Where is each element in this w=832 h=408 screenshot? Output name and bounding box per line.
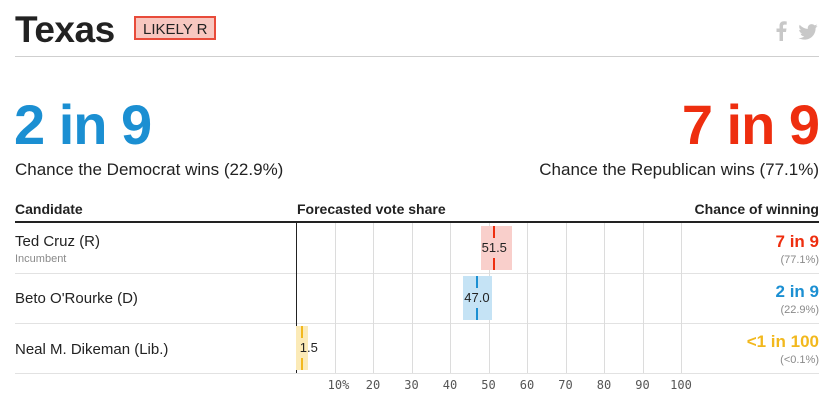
x-tick-label: 10% (327, 378, 350, 392)
row-divider (15, 323, 819, 324)
chart-baseline (296, 223, 297, 373)
chance-of-winning: 2 in 9 (775, 282, 819, 301)
chance-percent: (77.1%) (780, 254, 819, 266)
x-tick-label: 100 (670, 378, 692, 392)
x-tick-label: 30 (404, 378, 419, 392)
vote-share-label: 51.5 (481, 240, 507, 255)
gridline (334, 223, 336, 373)
gridline (565, 223, 567, 373)
republican-odds-caption: Chance the Republican wins (77.1%) (539, 160, 819, 179)
table-header-divider (15, 221, 819, 223)
vote-share-range (480, 226, 512, 270)
vote-share-chart: 10% 20 30 40 50 60 70 80 90 100 51.5 47.0 1.5 (296, 223, 702, 392)
gridline (450, 223, 451, 373)
democrat-odds-caption: Chance the Democrat wins (22.9%) (15, 160, 284, 179)
vote-share-label: 47.0 (464, 290, 490, 305)
page-title: Texas (15, 9, 115, 50)
facebook-icon[interactable] (774, 21, 788, 41)
column-header-vote-share: Forecasted vote share (297, 201, 446, 217)
twitter-icon[interactable] (798, 24, 818, 40)
candidate-name: Neal M. Dikeman (Lib.) (15, 341, 169, 358)
chance-percent: (<0.1%) (780, 354, 819, 366)
vote-share-marker (475, 308, 478, 320)
vote-share-marker (300, 326, 303, 338)
x-tick-label: 70 (558, 378, 573, 392)
gridline (373, 223, 374, 373)
vote-share-marker (493, 226, 496, 238)
chance-of-winning: <1 in 100 (746, 332, 819, 351)
rating-badge: LIKELY R (134, 16, 217, 40)
gridline (604, 223, 605, 373)
row-divider (15, 373, 819, 374)
vote-share-range (296, 326, 308, 370)
x-tick-label: 90 (635, 378, 650, 392)
vote-share-marker (300, 358, 303, 370)
header-divider (15, 56, 819, 57)
gridline (411, 223, 413, 373)
chance-percent: (22.9%) (780, 304, 819, 316)
gridline (527, 223, 528, 373)
x-tick-label: 80 (596, 378, 612, 392)
democrat-odds: 2 in 9 (14, 93, 152, 156)
row-divider (15, 273, 819, 274)
x-tick-label: 40 (442, 378, 458, 392)
vote-share-marker (475, 276, 478, 288)
republican-odds: 7 in 9 (681, 93, 820, 156)
x-tick-label: 50 (481, 378, 496, 392)
x-tick-label: 20 (365, 378, 381, 392)
column-header-chance: Chance of winning (694, 201, 819, 217)
candidate-name: Beto O'Rourke (D) (15, 290, 138, 307)
column-header-candidate: Candidate (15, 201, 83, 217)
gridline (642, 223, 644, 373)
gridline (681, 223, 682, 373)
vote-share-label: 1.5 (299, 340, 318, 355)
chance-of-winning: 7 in 9 (775, 232, 819, 251)
candidate-status: Incumbent (15, 253, 67, 265)
candidate-name: Ted Cruz (R) (15, 233, 101, 250)
x-tick-label: 60 (519, 378, 535, 392)
vote-share-marker (493, 258, 496, 270)
